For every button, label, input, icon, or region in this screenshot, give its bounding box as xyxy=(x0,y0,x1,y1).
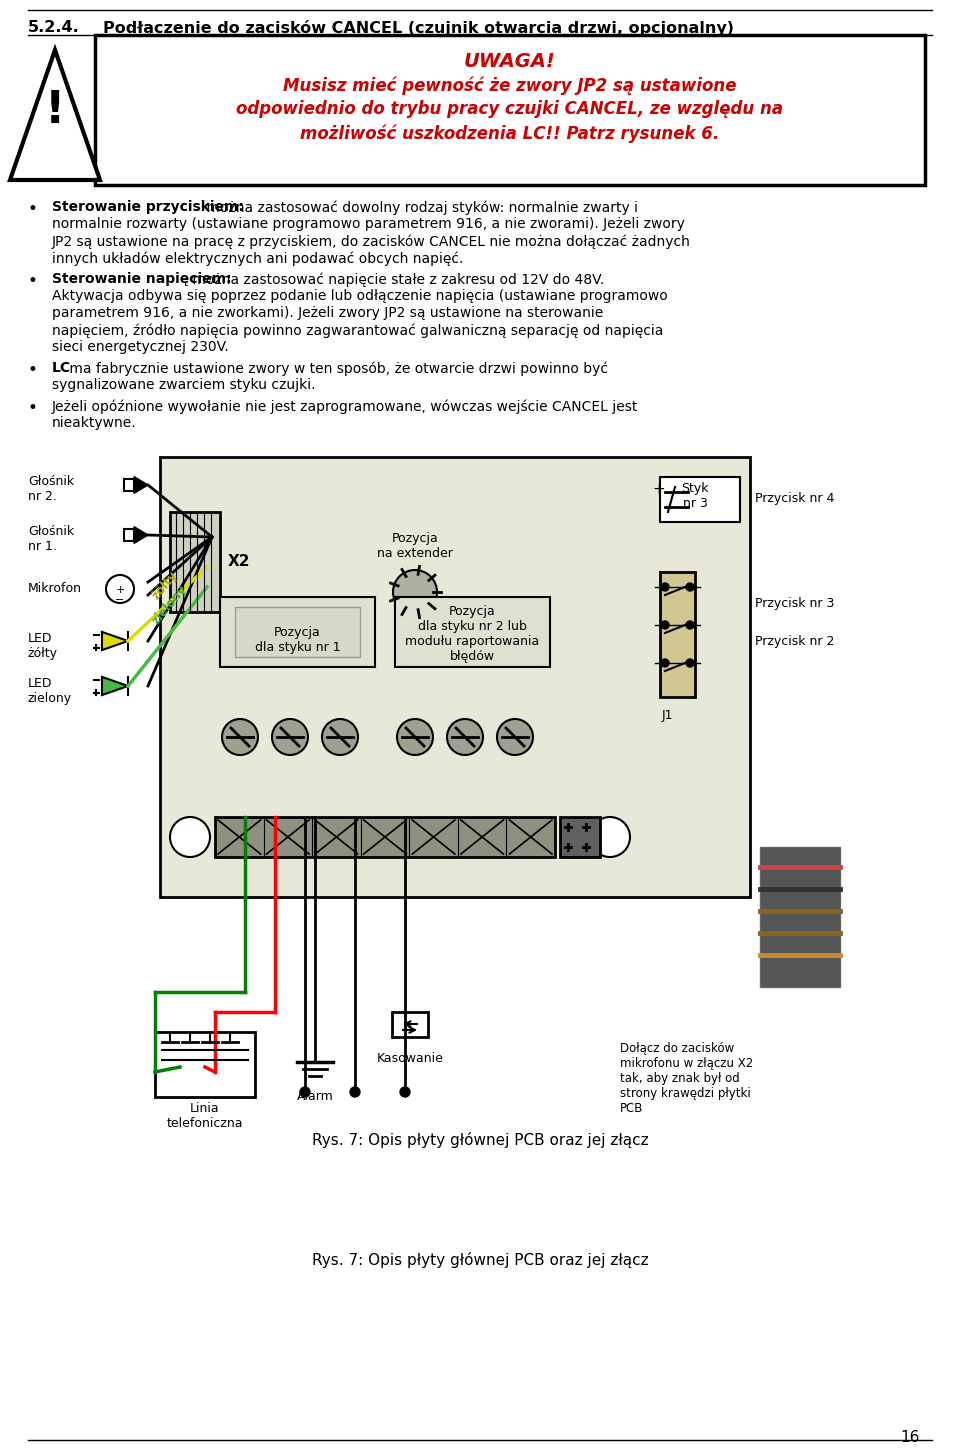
Text: 5.2.4.: 5.2.4. xyxy=(28,20,80,35)
Bar xyxy=(124,529,134,541)
Text: Podłączenie do zacisków CANCEL (czujnik otwarcia drzwi, opcjonalny): Podłączenie do zacisków CANCEL (czujnik … xyxy=(103,20,734,36)
Circle shape xyxy=(497,719,533,755)
Text: Styk
nr 3: Styk nr 3 xyxy=(682,481,708,510)
Circle shape xyxy=(447,719,483,755)
Text: LED
zielony: LED zielony xyxy=(28,677,72,705)
Text: Aktywacja odbywa się poprzez podanie lub odłączenie napięcia (ustawiane programo: Aktywacja odbywa się poprzez podanie lub… xyxy=(52,289,668,303)
Text: Linia
telefoniczna: Linia telefoniczna xyxy=(167,1102,243,1130)
Text: można zastosować dowolny rodzaj styków: normalnie zwarty i: można zastosować dowolny rodzaj styków: … xyxy=(202,200,637,215)
Text: Pozycja
dla styku nr 1: Pozycja dla styku nr 1 xyxy=(254,626,340,654)
Circle shape xyxy=(222,719,258,755)
Text: Pozycja
dla styku nr 2 lub
modułu raportowania
błędów: Pozycja dla styku nr 2 lub modułu raport… xyxy=(405,605,540,663)
Circle shape xyxy=(400,1088,410,1098)
Circle shape xyxy=(686,621,694,629)
Bar xyxy=(170,512,220,612)
Text: X2: X2 xyxy=(228,554,251,568)
Text: Mikrofon: Mikrofon xyxy=(28,581,82,594)
Bar xyxy=(235,608,360,657)
Bar xyxy=(660,571,695,697)
Text: Głośnik
nr 2.: Głośnik nr 2. xyxy=(28,476,74,503)
Text: •: • xyxy=(28,399,37,418)
Text: J1: J1 xyxy=(662,709,674,722)
Text: LED
żółty: LED żółty xyxy=(28,632,58,660)
Text: 16: 16 xyxy=(900,1430,920,1446)
Text: Przycisk nr 4: Przycisk nr 4 xyxy=(755,492,834,505)
Text: parametrem 916, a nie zworkami). Jeżeli zwory JP2 są ustawione na sterowanie: parametrem 916, a nie zworkami). Jeżeli … xyxy=(52,306,603,320)
Text: Pozycja
na extender: Pozycja na extender xyxy=(377,532,453,560)
Bar xyxy=(95,35,925,186)
Text: odpowiednio do trybu pracy czujki CANCEL, ze względu na: odpowiednio do trybu pracy czujki CANCEL… xyxy=(236,100,783,117)
Bar xyxy=(124,480,134,490)
Bar xyxy=(660,477,740,522)
Text: żółty: żółty xyxy=(150,568,180,602)
Bar xyxy=(395,597,550,667)
Bar xyxy=(155,1032,255,1098)
Circle shape xyxy=(170,816,210,857)
Polygon shape xyxy=(102,677,128,695)
Text: sygnalizowane zwarciem styku czujki.: sygnalizowane zwarciem styku czujki. xyxy=(52,378,316,392)
Bar xyxy=(215,816,555,857)
Text: Przycisk nr 3: Przycisk nr 3 xyxy=(755,597,834,610)
Text: UWAGA!: UWAGA! xyxy=(464,52,556,71)
Circle shape xyxy=(686,658,694,667)
Circle shape xyxy=(350,1088,360,1098)
Text: Dołącz do zacisków
mikrofonu w złączu X2
tak, aby znak był od
strony krawędzi pł: Dołącz do zacisków mikrofonu w złączu X2… xyxy=(620,1043,754,1115)
Circle shape xyxy=(590,816,630,857)
Text: •: • xyxy=(28,273,37,290)
Polygon shape xyxy=(102,632,128,650)
Circle shape xyxy=(393,570,437,613)
Text: •: • xyxy=(28,361,37,378)
Text: +: + xyxy=(115,584,125,594)
Text: nieaktywne.: nieaktywne. xyxy=(52,416,136,431)
Text: JP2 są ustawione na pracę z przyciskiem, do zacisków CANCEL nie można dołączać ż: JP2 są ustawione na pracę z przyciskiem,… xyxy=(52,233,691,248)
Circle shape xyxy=(322,719,358,755)
Text: Alarm: Alarm xyxy=(297,1090,333,1103)
Polygon shape xyxy=(134,477,148,493)
Text: Musisz mieć pewność że zwory JP2 są ustawione: Musisz mieć pewność że zwory JP2 są usta… xyxy=(283,75,736,94)
Bar xyxy=(760,847,840,987)
Bar xyxy=(560,816,600,857)
Circle shape xyxy=(661,621,669,629)
Text: sieci energetycznej 230V.: sieci energetycznej 230V. xyxy=(52,339,228,354)
Text: Rys. 7: Opis płyty głównej PCB oraz jej złącz: Rys. 7: Opis płyty głównej PCB oraz jej … xyxy=(312,1251,648,1267)
Text: innych układów elektrycznych ani podawać obcych napięć.: innych układów elektrycznych ani podawać… xyxy=(52,251,464,265)
Polygon shape xyxy=(134,526,148,544)
Polygon shape xyxy=(10,49,100,180)
Circle shape xyxy=(661,583,669,592)
Bar xyxy=(160,457,750,898)
Bar xyxy=(220,597,375,667)
Circle shape xyxy=(300,1088,310,1098)
Text: Głośnik
nr 1.: Głośnik nr 1. xyxy=(28,525,74,552)
Text: zielony: zielony xyxy=(150,583,190,626)
Text: −: − xyxy=(115,594,125,605)
Text: napięciem, źródło napięcia powinno zagwarantować galwaniczną separację od napięc: napięciem, źródło napięcia powinno zagwa… xyxy=(52,323,663,338)
Text: Jeżeli opóźnione wywołanie nie jest zaprogramowane, wówczas wejście CANCEL jest: Jeżeli opóźnione wywołanie nie jest zapr… xyxy=(52,399,638,413)
Text: normalnie rozwarty (ustawiane programowo parametrem 916, a nie zworami). Jeżeli : normalnie rozwarty (ustawiane programowo… xyxy=(52,218,684,231)
Text: !: ! xyxy=(45,88,65,132)
Text: LC: LC xyxy=(52,361,71,376)
Text: ma fabrycznie ustawione zwory w ten sposób, że otwarcie drzwi powinno być: ma fabrycznie ustawione zwory w ten spos… xyxy=(65,361,608,376)
Circle shape xyxy=(397,719,433,755)
Text: Rys. 7: Opis płyty głównej PCB oraz jej złącz: Rys. 7: Opis płyty głównej PCB oraz jej … xyxy=(312,1132,648,1148)
Circle shape xyxy=(272,719,308,755)
Bar xyxy=(392,1012,428,1037)
Text: +: + xyxy=(652,481,664,497)
Text: Sterowanie napięciem:: Sterowanie napięciem: xyxy=(52,273,231,286)
Text: Sterowanie przyciskiem:: Sterowanie przyciskiem: xyxy=(52,200,244,215)
Text: Kasowanie: Kasowanie xyxy=(376,1053,444,1064)
Text: można zastosować napięcie stałe z zakresu od 12V do 48V.: można zastosować napięcie stałe z zakres… xyxy=(188,273,605,287)
Text: możliwość uszkodzenia LC!! Patrz rysunek 6.: możliwość uszkodzenia LC!! Patrz rysunek… xyxy=(300,125,720,142)
Circle shape xyxy=(686,583,694,592)
Circle shape xyxy=(661,658,669,667)
Circle shape xyxy=(106,576,134,603)
Text: •: • xyxy=(28,200,37,218)
Text: Przycisk nr 2: Przycisk nr 2 xyxy=(755,635,834,648)
